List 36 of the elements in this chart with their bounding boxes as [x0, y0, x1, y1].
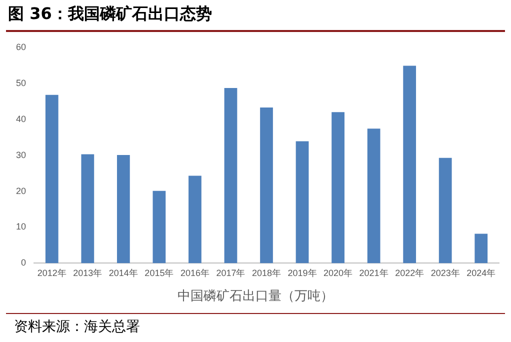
x-tick-label: 2017年	[216, 268, 246, 278]
bar	[81, 154, 94, 264]
x-tick-label: 2023年	[430, 268, 460, 278]
x-tick-label: 2016年	[180, 268, 210, 278]
bar	[367, 128, 380, 264]
x-tick-label: 2022年	[395, 268, 424, 278]
x-tick-label: 2012年	[37, 268, 66, 278]
x-tick-label: 2020年	[324, 268, 353, 278]
y-tick-label: 40	[16, 114, 26, 124]
x-tick-label: 2015年	[144, 268, 174, 278]
bar	[332, 112, 344, 264]
x-axis-title: 中国磷矿石出口量（万吨）	[176, 288, 334, 305]
x-tick-label: 2019年	[288, 268, 317, 278]
bar	[474, 234, 488, 264]
y-tick-label: 30	[16, 150, 26, 160]
y-tick-label: 20	[16, 186, 26, 196]
bar	[403, 66, 416, 264]
x-tick-label: 2018年	[252, 268, 282, 278]
bar	[438, 158, 452, 264]
bar	[188, 176, 202, 264]
bar	[116, 154, 130, 264]
x-tick-label: 2014年	[108, 268, 138, 278]
text: 资料来源：海关总署	[14, 318, 140, 336]
x-tick-label: 2021年	[359, 268, 388, 278]
bar	[224, 88, 238, 264]
y-tick-label: 50	[16, 78, 26, 88]
y-tick-label: 0	[20, 258, 26, 268]
chart-title: 图 36：我国磷矿石出口态势	[8, 4, 212, 25]
bar	[260, 107, 273, 264]
x-tick-label: 2024年	[466, 268, 496, 278]
y-tick-label: 60	[16, 42, 26, 52]
y-tick-label: 10	[16, 222, 26, 232]
x-tick-label: 2013年	[73, 268, 102, 278]
bar	[45, 94, 58, 264]
bar	[296, 141, 309, 264]
bar	[152, 190, 166, 264]
